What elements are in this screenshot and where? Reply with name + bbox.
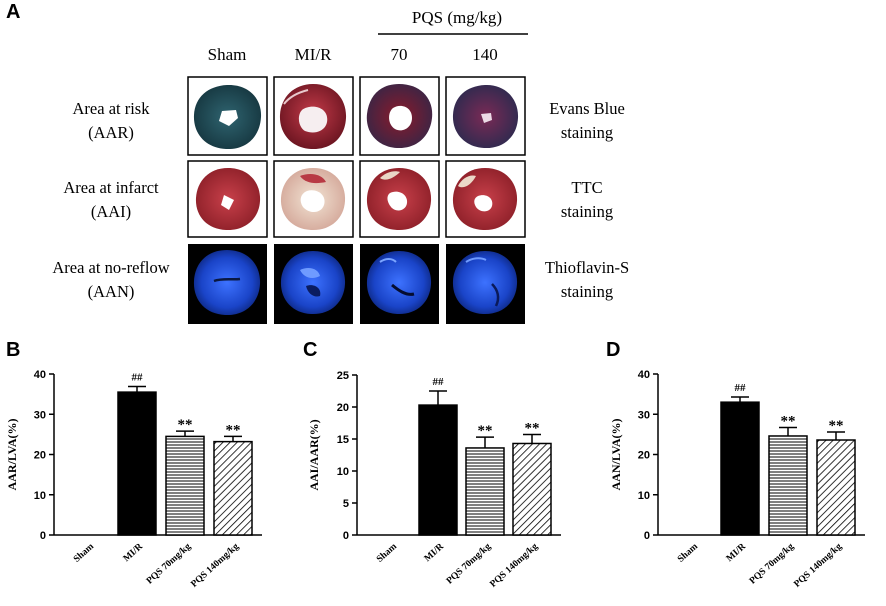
bar	[213, 440, 253, 536]
chart-panel-b: 0 10 20 30 40 AAR/LVA(%) Sham ## MI/R ** PQS 70mg/…	[5, 369, 262, 590]
row-label-aar-1: Area at risk	[73, 99, 151, 118]
category-label: MI/R	[725, 542, 748, 564]
category-label: MI/R	[423, 542, 446, 564]
y-tick-label: 30	[34, 409, 46, 421]
y-tick-label: 20	[337, 402, 349, 414]
significance-label: ##	[433, 376, 445, 388]
column-label-pqs70: 70	[391, 45, 408, 64]
panel-label-c: C	[303, 339, 317, 361]
stain-label-evans-2: staining	[561, 123, 613, 142]
y-tick-label: 25	[337, 370, 349, 382]
row-label-aan-1: Area at no-reflow	[52, 258, 169, 277]
thioflavin-row	[188, 244, 525, 324]
column-label-mir: MI/R	[295, 45, 333, 64]
stain-label-thioflavin-1: Thioflavin-S	[545, 258, 629, 277]
stain-label-ttc-1: TTC	[571, 178, 602, 197]
row-label-aar-2: (AAR)	[88, 123, 134, 142]
category-label: Sham	[676, 542, 700, 565]
y-tick-label: 10	[638, 490, 650, 502]
y-tick-label: 0	[343, 530, 349, 542]
category-label: PQS 140mg/kg	[792, 542, 844, 590]
significance-label: **	[478, 423, 493, 439]
y-tick-label: 10	[34, 490, 46, 502]
y-axis-label: AAR/LVA(%)	[5, 418, 19, 490]
y-tick-label: 0	[644, 530, 650, 542]
column-label-pqs140: 140	[472, 45, 498, 64]
y-tick-label: 40	[638, 369, 650, 381]
significance-label: **	[226, 422, 241, 438]
stain-label-ttc-2: staining	[561, 202, 613, 221]
category-label: MI/R	[122, 542, 145, 564]
bar	[418, 404, 458, 536]
bar	[165, 435, 205, 536]
y-tick-label: 15	[337, 434, 349, 446]
stain-label-thioflavin-2: staining	[561, 282, 613, 301]
category-label: PQS 70mg/kg	[145, 542, 193, 587]
y-tick-label: 0	[40, 530, 46, 542]
stain-label-evans-1: Evans Blue	[549, 99, 625, 118]
significance-label: **	[781, 414, 796, 430]
bar	[768, 435, 808, 536]
significance-label: **	[178, 417, 193, 433]
category-label: Sham	[72, 542, 96, 565]
row-label-aai-2: (AAI)	[91, 202, 131, 221]
chart-panel-d: 0 10 20 30 40 AAN/LVA(%) Sham ## MI/R ** PQS 70mg/…	[609, 369, 865, 590]
y-tick-label: 10	[337, 466, 349, 478]
category-label: PQS 140mg/kg	[488, 542, 540, 590]
category-label: PQS 70mg/kg	[445, 542, 493, 587]
evans-blue-row	[187, 76, 526, 156]
bar	[117, 391, 157, 536]
significance-label: **	[829, 418, 844, 434]
bar	[465, 447, 505, 536]
row-label-aai-1: Area at infarct	[63, 178, 159, 197]
y-axis-label: AAI/AAR(%)	[307, 419, 321, 490]
y-tick-label: 40	[34, 369, 46, 381]
bar	[720, 401, 760, 536]
row-label-aan-2: (AAN)	[88, 282, 135, 301]
chart-panel-c: 0 5 10 15 20 25 AAI/AAR(%) Sham ## MI/R ** PQS 70mg…	[307, 370, 561, 590]
significance-label: ##	[132, 371, 144, 383]
significance-label: ##	[735, 382, 747, 394]
y-tick-label: 5	[343, 498, 349, 510]
y-axis-label: AAN/LVA(%)	[609, 418, 623, 490]
category-label: PQS 70mg/kg	[748, 542, 796, 587]
pqs-header: PQS (mg/kg)	[412, 8, 502, 27]
y-tick-label: 30	[638, 409, 650, 421]
y-tick-label: 20	[34, 450, 46, 462]
category-label: Sham	[375, 542, 399, 565]
panel-label-a: A	[6, 1, 20, 23]
column-label-sham: Sham	[208, 45, 247, 64]
panel-label-d: D	[606, 339, 620, 361]
ttc-row	[187, 160, 526, 238]
bar	[512, 442, 552, 536]
panel-label-b: B	[6, 339, 20, 361]
bar	[816, 439, 856, 536]
y-tick-label: 20	[638, 450, 650, 462]
category-label: PQS 140mg/kg	[189, 542, 241, 590]
significance-label: **	[525, 421, 540, 437]
